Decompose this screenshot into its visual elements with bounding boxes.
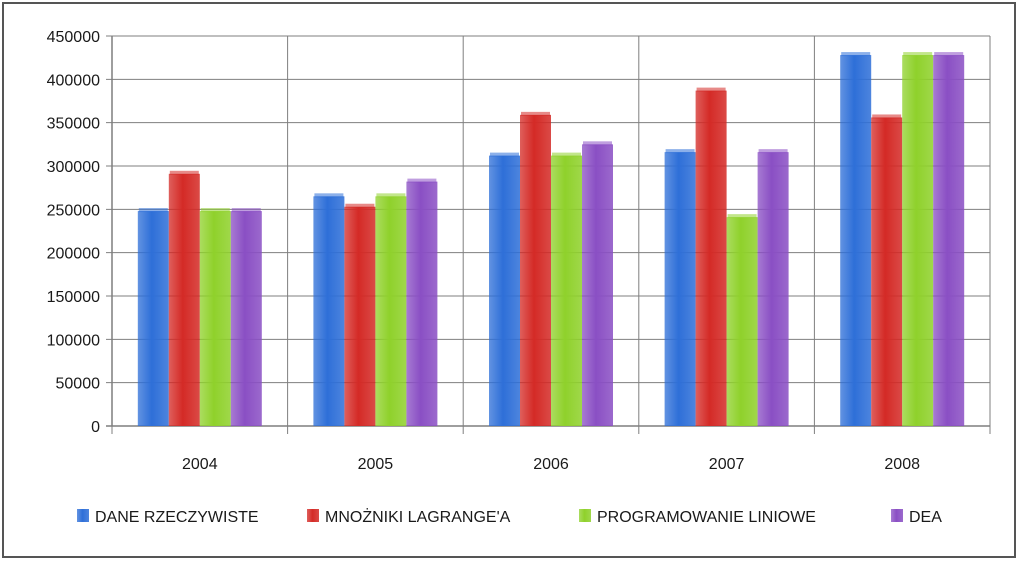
bar <box>230 211 262 426</box>
bar-top-face <box>169 170 199 175</box>
bar-top-face <box>407 178 437 183</box>
bar <box>840 55 872 427</box>
bar-top-face <box>376 193 406 198</box>
y-tick-label: 100000 <box>47 332 100 349</box>
bar-top-face <box>583 141 612 146</box>
y-tick-label: 150000 <box>47 289 100 306</box>
y-tick-label: 200000 <box>47 246 100 263</box>
bar-top-face <box>872 114 902 119</box>
bar-top-face <box>552 152 581 157</box>
legend-swatch <box>579 509 591 522</box>
bar <box>313 196 345 426</box>
bar-top-face <box>841 52 871 57</box>
legend-swatch <box>891 509 903 522</box>
bar <box>871 117 903 426</box>
y-tick-label: 400000 <box>47 72 100 89</box>
y-tick-label: 0 <box>91 419 100 436</box>
x-tick-label: 2008 <box>884 456 920 473</box>
bar-top-face <box>727 214 757 219</box>
legend-swatch <box>77 509 89 522</box>
legend-label: DEA <box>909 509 942 526</box>
bar <box>137 211 169 426</box>
bar <box>582 144 613 427</box>
bar-top-face <box>200 208 230 213</box>
bar <box>199 211 231 426</box>
bar-top-face <box>903 52 933 57</box>
bar-top-face <box>490 152 519 157</box>
legend: DANE RZECZYWISTE MNOŻNIKI LAGRANGE'A PROGR… <box>77 507 942 526</box>
bar-top-face <box>758 149 788 154</box>
bar <box>902 55 934 427</box>
bar <box>344 206 376 426</box>
x-tick-label: 2006 <box>533 456 569 473</box>
bar <box>375 196 407 426</box>
bar-top-face <box>138 208 168 213</box>
x-tick-labels: 2004 2005 2006 2007 2008 <box>182 456 920 473</box>
bar-top-face <box>696 87 726 92</box>
bar <box>168 173 200 426</box>
y-tick-label: 250000 <box>47 202 100 219</box>
legend-label: MNOŻNIKI LAGRANGE'A <box>325 507 511 526</box>
bar-top-face <box>521 111 550 116</box>
y-tick-labels: 0 50000 100000 150000 200000 250000 300000 3500… <box>47 29 100 436</box>
bar-top-face <box>345 203 375 208</box>
bar-top-face <box>934 52 964 57</box>
legend-label: DANE RZECZYWISTE <box>95 509 259 526</box>
bar-top-face <box>665 149 695 154</box>
bar <box>406 181 438 426</box>
bar <box>664 152 696 426</box>
bar <box>520 114 551 426</box>
bar <box>551 155 582 426</box>
x-tick-label: 2005 <box>358 456 394 473</box>
bars <box>137 52 965 427</box>
y-tick-label: 450000 <box>47 29 100 46</box>
bar-top-face <box>314 193 344 198</box>
legend-swatch <box>307 509 319 522</box>
bar <box>757 152 789 426</box>
bar <box>726 217 758 426</box>
bar <box>695 90 727 426</box>
bar <box>489 155 520 426</box>
bar-top-face <box>231 208 261 213</box>
y-tick-label: 350000 <box>47 116 100 133</box>
legend-label: PROGRAMOWANIE LINIOWE <box>597 509 816 526</box>
x-tick-label: 2004 <box>182 456 218 473</box>
x-tick-label: 2007 <box>709 456 745 473</box>
y-tick-label: 300000 <box>47 159 100 176</box>
y-tick-label: 50000 <box>56 376 101 393</box>
bar <box>933 55 965 427</box>
